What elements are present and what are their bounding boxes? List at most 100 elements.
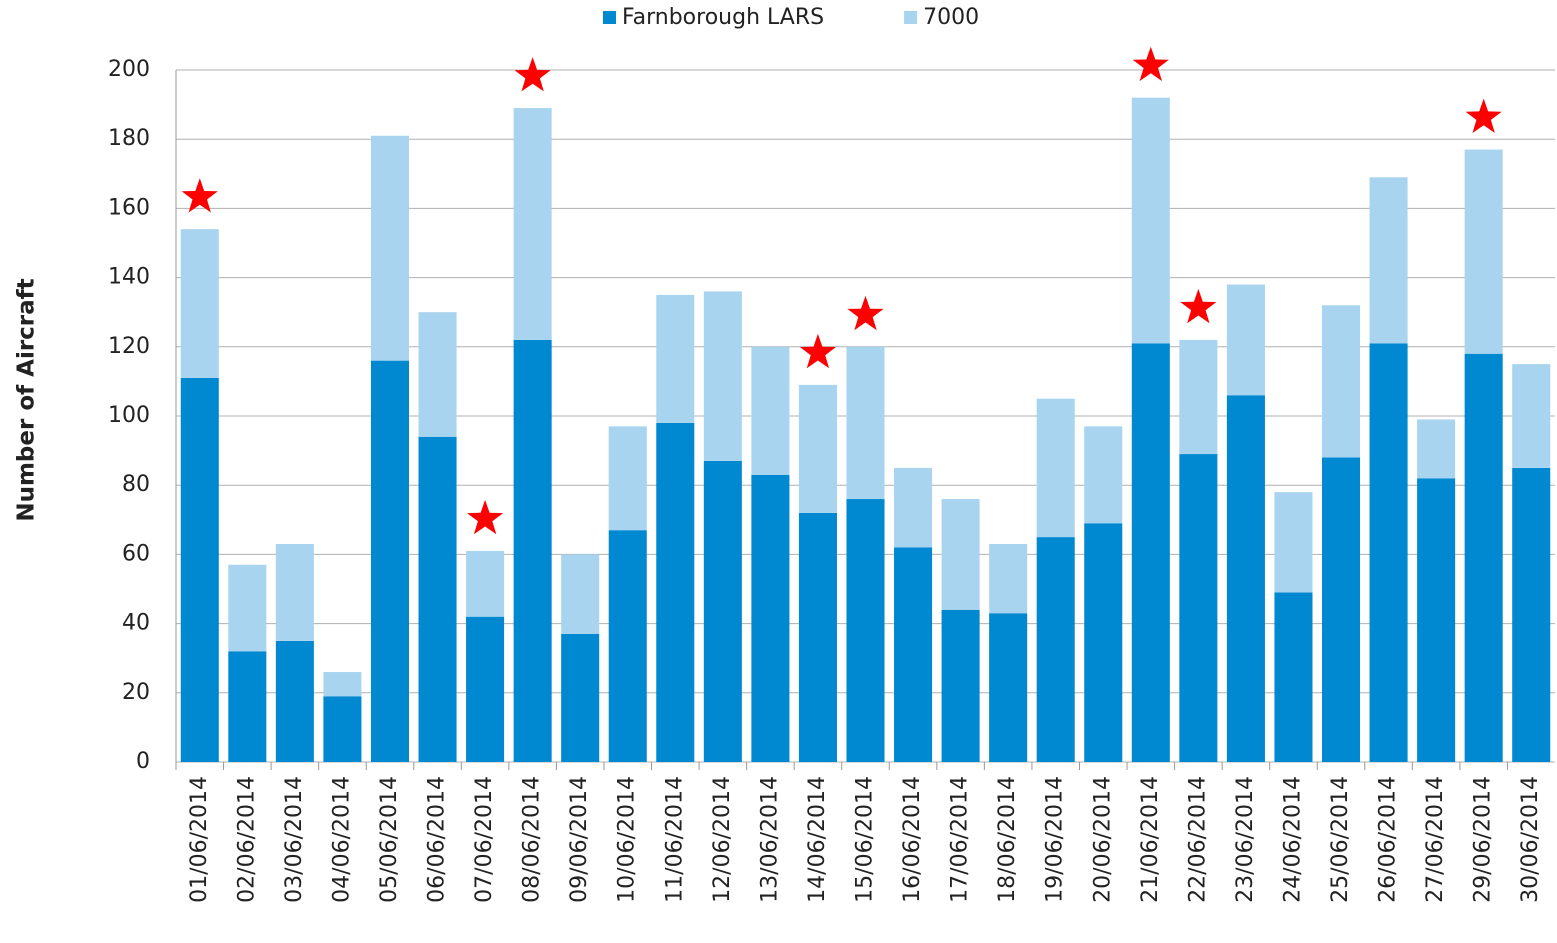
highlight-star [181, 178, 218, 213]
bar-segment [370, 360, 410, 762]
y-tick-label: 200 [108, 57, 150, 82]
x-tick-label: 03/06/2014 [282, 776, 307, 903]
x-tick-label: 21/06/2014 [1138, 776, 1163, 903]
bar-segment [561, 633, 600, 762]
x-tick-label: 08/06/2014 [520, 776, 545, 903]
highlight-star [1132, 46, 1169, 82]
highlight-star [514, 57, 551, 92]
x-tick-label: 23/06/2014 [1233, 776, 1258, 903]
bar-segment [180, 377, 219, 762]
highlight-star [799, 333, 836, 369]
bar-segment [1131, 343, 1170, 762]
legend-label: Farnborough LARS [622, 5, 824, 30]
bar-segment [989, 544, 1028, 614]
highlight-star [467, 499, 504, 535]
y-tick-label: 140 [108, 265, 150, 290]
bar-segment [370, 135, 410, 361]
bar-segment [1226, 395, 1265, 762]
bar-segment [1321, 457, 1361, 762]
y-tick-label: 160 [108, 195, 150, 220]
bar-segment [1036, 537, 1075, 762]
x-tick-label: 02/06/2014 [234, 776, 259, 903]
x-tick-label: 24/06/2014 [1280, 776, 1305, 903]
bar-segment [228, 564, 267, 652]
bar-segment [1274, 592, 1313, 762]
highlight-star [1465, 98, 1502, 133]
bar-segment [275, 544, 314, 641]
bar-segment [1512, 364, 1551, 468]
bar-segment [798, 384, 837, 513]
x-tick-label: 09/06/2014 [567, 776, 592, 903]
highlight-star [1180, 288, 1217, 324]
x-tick-label: 14/06/2014 [805, 776, 830, 903]
x-tick-label: 17/06/2014 [948, 776, 973, 903]
bar-segment [1369, 343, 1408, 762]
x-tick-label: 13/06/2014 [757, 776, 782, 903]
bar-segment [513, 108, 552, 340]
y-tick-label: 0 [136, 749, 150, 774]
bar-segment [608, 426, 647, 531]
legend-swatch [904, 11, 918, 24]
x-tick-label: 10/06/2014 [615, 776, 640, 903]
bar-segment [1417, 419, 1456, 479]
y-tick-label: 20 [122, 680, 150, 705]
bar-segment [418, 312, 457, 437]
bar-segment [418, 436, 457, 762]
bar-segment [180, 229, 219, 378]
x-tick-label: 05/06/2014 [377, 776, 402, 903]
x-tick-label: 15/06/2014 [853, 776, 878, 903]
bar-segment [1321, 305, 1361, 458]
bar-segment [275, 640, 314, 762]
bar-segment [466, 616, 505, 762]
y-axis-title: Number of Aircraft [14, 278, 40, 521]
x-tick-label: 19/06/2014 [1043, 776, 1068, 903]
bar-segment [1226, 284, 1265, 396]
x-tick-label: 06/06/2014 [425, 776, 450, 903]
bar-segment [1417, 478, 1456, 762]
bar-segment [703, 460, 742, 762]
bar-segment [846, 499, 885, 762]
bar-segment [798, 512, 837, 762]
bar-segment [1274, 492, 1313, 593]
bar-segment [1512, 467, 1551, 762]
bar-segment [323, 672, 362, 697]
x-tick-label: 29/06/2014 [1471, 776, 1496, 903]
bar-segment [941, 499, 980, 610]
bar-segment [941, 609, 980, 762]
x-tick-label: 30/06/2014 [1518, 776, 1543, 903]
bar-segment [989, 613, 1028, 762]
x-tick-label: 20/06/2014 [1090, 776, 1115, 903]
bar-segment [1464, 353, 1503, 762]
y-tick-label: 100 [108, 403, 150, 428]
y-tick-label: 40 [122, 611, 150, 636]
bar-segment [846, 346, 885, 500]
bar-segment [751, 346, 790, 475]
y-tick-label: 80 [122, 472, 150, 497]
x-tick-label: 01/06/2014 [187, 776, 212, 903]
bar-segment [1131, 97, 1170, 344]
highlight-star [847, 295, 884, 331]
legend-swatch [603, 11, 616, 24]
x-tick-label: 04/06/2014 [329, 776, 354, 903]
bar-segment [561, 554, 600, 634]
bar-segment [1369, 177, 1408, 344]
x-tick-label: 12/06/2014 [710, 776, 735, 903]
x-tick-label: 26/06/2014 [1376, 776, 1401, 903]
bar-segment [608, 530, 647, 762]
bar-segment [323, 696, 362, 762]
legend-label: 7000 [923, 5, 979, 30]
bar-segment [894, 467, 933, 548]
x-tick-label: 25/06/2014 [1328, 776, 1353, 903]
bar-segment [703, 291, 742, 461]
x-tick-label: 22/06/2014 [1185, 776, 1210, 903]
x-tick-label: 27/06/2014 [1423, 776, 1448, 903]
x-tick-label: 18/06/2014 [995, 776, 1020, 903]
y-tick-label: 180 [108, 126, 150, 151]
bar-segment [1464, 149, 1503, 354]
bar-segment [513, 339, 552, 762]
bar-segment [894, 547, 933, 762]
bar-segment [1084, 426, 1123, 524]
bar-segment [228, 651, 267, 762]
x-tick-label: 11/06/2014 [662, 776, 687, 903]
